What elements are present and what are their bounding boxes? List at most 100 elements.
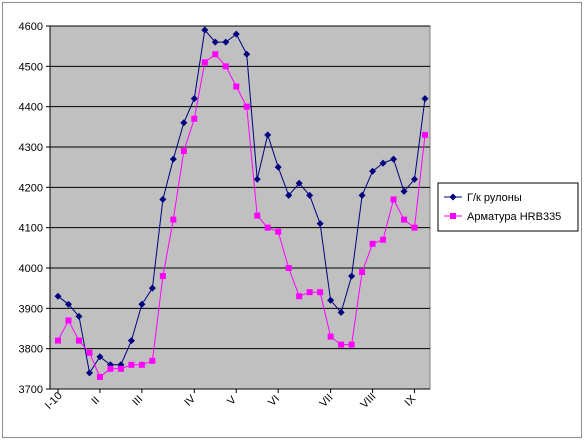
data-point (306, 191, 314, 199)
data-point (148, 284, 156, 292)
data-point (55, 337, 61, 344)
data-point (170, 216, 177, 223)
data-point (96, 373, 103, 380)
data-point (65, 317, 72, 324)
x-axis-ticks: I-10 II III IV V VI VII VIII IX (43, 389, 419, 412)
data-point (212, 51, 219, 58)
data-point (128, 361, 135, 368)
data-point (421, 95, 429, 103)
data-point (191, 115, 198, 122)
data-point (411, 224, 418, 231)
y-tick-label: 4100 (19, 223, 43, 235)
y-axis-ticks: 3700 3800 3900 4000 4100 4200 4300 4400 4500 4600 (19, 21, 50, 396)
data-point (75, 312, 83, 320)
data-point (253, 175, 261, 183)
y-tick-label: 3700 (19, 384, 43, 396)
data-point (233, 83, 240, 90)
series-layer (54, 26, 429, 380)
data-point (295, 179, 303, 187)
data-point (232, 30, 240, 38)
data-point (138, 361, 145, 368)
data-point (422, 131, 428, 138)
data-point (348, 272, 356, 280)
data-point (380, 236, 387, 243)
data-point (159, 273, 166, 280)
data-point (85, 369, 93, 377)
data-point (64, 300, 72, 308)
data-point (327, 296, 335, 304)
data-point (306, 289, 313, 296)
y-tick-label: 4400 (19, 102, 43, 114)
data-point (117, 365, 124, 372)
y-tick-label: 4200 (19, 182, 43, 194)
data-point (264, 131, 272, 139)
x-tick-label: IV (182, 392, 198, 408)
legend-box (437, 182, 579, 232)
data-point (222, 63, 229, 70)
data-point (296, 293, 303, 300)
data-point (180, 148, 187, 155)
data-point (338, 341, 345, 348)
data-point (169, 155, 177, 163)
data-point (96, 353, 104, 361)
data-point (107, 365, 114, 372)
data-point (274, 163, 282, 171)
data-point (243, 50, 251, 58)
data-point (275, 228, 282, 235)
x-tick-label: VI (266, 393, 282, 409)
x-tick-label: VIII (358, 391, 378, 411)
data-point (285, 191, 293, 199)
data-point (211, 38, 219, 46)
data-point (390, 155, 398, 163)
data-point (201, 26, 209, 34)
legend: Г/к рулоны Арматура HRB335 (437, 182, 579, 232)
data-point (316, 220, 324, 228)
data-point (285, 265, 292, 271)
x-tick-label: I-10 (43, 390, 65, 412)
data-point (54, 292, 62, 300)
data-point (369, 167, 377, 175)
data-point (254, 212, 261, 219)
data-point (400, 187, 408, 195)
legend-label: Г/к рулоны (467, 192, 522, 204)
data-point (327, 333, 334, 340)
data-point (201, 59, 208, 66)
data-point (243, 103, 250, 110)
axes (49, 26, 430, 390)
x-tick-label: II (89, 394, 102, 407)
x-tick-label: VII (318, 392, 336, 410)
legend-marker (449, 193, 457, 201)
data-point (401, 216, 408, 223)
data-point (369, 240, 376, 247)
y-tick-label: 4000 (19, 263, 43, 275)
data-point (159, 195, 167, 203)
data-point (379, 159, 387, 167)
y-tick-label: 4600 (19, 21, 43, 33)
data-point (264, 224, 271, 231)
data-point (180, 119, 188, 127)
data-point (317, 289, 324, 296)
data-point (358, 191, 366, 199)
y-tick-label: 4300 (19, 142, 43, 154)
data-point (75, 337, 82, 344)
data-point (390, 196, 397, 203)
legend-label: Арматура HRB335 (467, 211, 561, 223)
data-point (411, 175, 419, 183)
x-tick-label: V (225, 394, 239, 408)
data-point (359, 269, 366, 276)
x-tick-label: III (130, 393, 145, 408)
data-point (86, 349, 93, 356)
plot-area (49, 25, 431, 390)
data-point (222, 38, 230, 46)
data-point (127, 337, 135, 345)
data-point (138, 300, 146, 308)
data-point (149, 357, 156, 364)
legend-marker (450, 213, 456, 219)
y-tick-label: 3900 (19, 303, 43, 315)
x-tick-label: IX (402, 392, 418, 408)
data-point (348, 341, 355, 348)
y-tick-label: 3800 (19, 344, 43, 356)
data-point (190, 95, 198, 103)
y-tick-label: 4500 (19, 61, 43, 73)
